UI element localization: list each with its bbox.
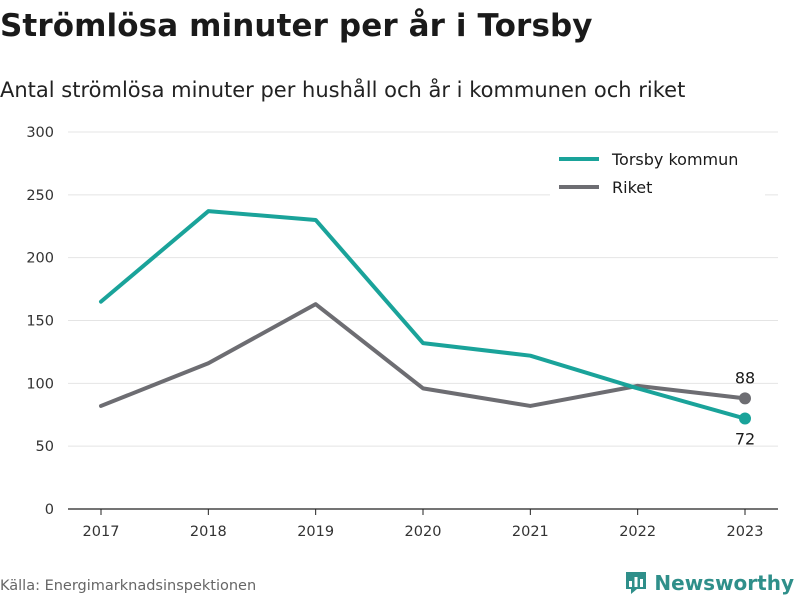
source-note: Källa: Energimarknadsinspektionen [0,578,257,594]
legend-label: Riket [612,178,652,197]
data-label-riket: 88 [735,368,755,387]
brand-logo: Newsworthy [624,570,794,596]
x-tick-label: 2023 [727,524,764,540]
y-tick-label: 50 [36,439,54,455]
y-tick-label: 300 [26,125,54,141]
chart-title: Strömlösa minuter per år i Torsby [0,8,593,44]
x-tick-label: 2017 [83,524,120,540]
x-tick-label: 2020 [405,524,442,540]
y-tick-label: 150 [26,314,54,330]
x-tick-label: 2019 [297,524,334,540]
x-tick-label: 2022 [619,524,656,540]
x-tick-label: 2018 [190,524,227,540]
y-tick-label: 250 [26,188,54,204]
legend-label: Torsby kommun [611,150,738,169]
series-line-torsby [99,209,747,421]
brand-name: Newsworthy [654,571,794,595]
series-line-riket [99,302,747,408]
y-tick-label: 200 [26,251,54,267]
x-tick-label: 2021 [512,524,549,540]
end-point-riket [739,392,751,405]
y-tick-label: 0 [45,502,54,518]
end-point-torsby [739,412,751,425]
chart-subtitle: Antal strömlösa minuter per hushåll och … [0,78,686,102]
data-label-torsby: 72 [735,430,755,449]
newsworthy-logo-icon [626,572,647,594]
y-tick-label: 100 [26,376,54,392]
